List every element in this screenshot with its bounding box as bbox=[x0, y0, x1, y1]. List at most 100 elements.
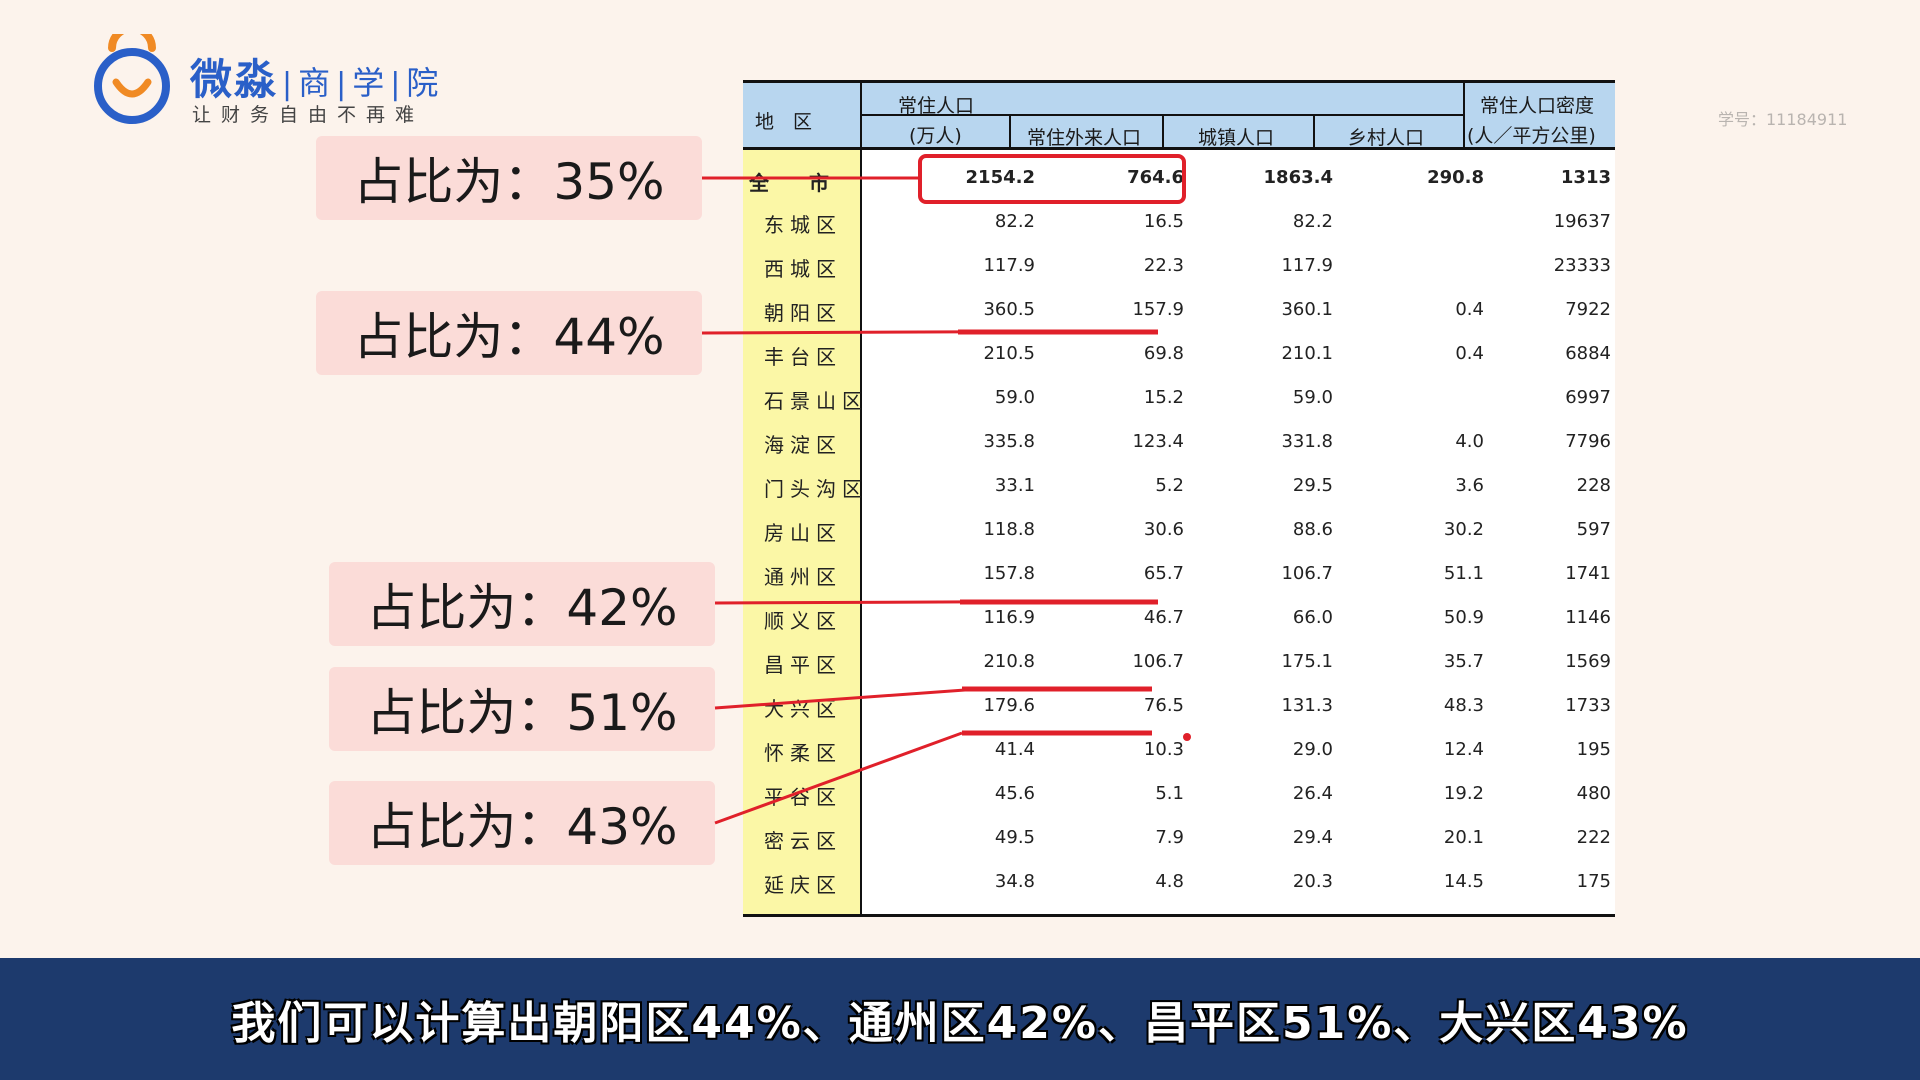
subtitle-bar: 我们可以计算出朝阳区44%、通州区42%、昌平区51%、大兴区43% bbox=[0, 958, 1920, 1080]
resident-cell: 45.6 bbox=[994, 783, 1035, 804]
density-cell: 1313 bbox=[1560, 167, 1611, 188]
resident-cell: 335.8 bbox=[983, 431, 1035, 452]
rural-cell: 0.4 bbox=[1455, 299, 1484, 320]
migrant-cell: 4.8 bbox=[1155, 871, 1184, 892]
column-divider bbox=[1009, 115, 1011, 150]
region-cell: 朝阳区 bbox=[764, 301, 842, 325]
subtitle-text: 我们可以计算出朝阳区44%、通州区42%、昌平区51%、大兴区43% bbox=[231, 998, 1689, 1049]
table-row: 房山区 118.8 30.6 88.6 30.2 597 bbox=[743, 507, 1615, 551]
density-cell: 480 bbox=[1576, 783, 1611, 804]
resident-cell: 33.1 bbox=[994, 475, 1035, 496]
resident-cell: 360.5 bbox=[983, 299, 1035, 320]
brand-slogan: 让财务自由不再难 bbox=[192, 104, 425, 126]
region-cell: 海淀区 bbox=[764, 433, 842, 457]
migrant-cell: 5.2 bbox=[1155, 475, 1184, 496]
resident-cell: 41.4 bbox=[994, 739, 1035, 760]
density-cell: 597 bbox=[1576, 519, 1611, 540]
rural-cell: 51.1 bbox=[1443, 563, 1484, 584]
migrant-cell: 69.8 bbox=[1143, 343, 1184, 364]
urban-cell: 210.1 bbox=[1281, 343, 1333, 364]
table-row: 东城区 82.2 16.5 82.2 19637 bbox=[743, 199, 1615, 243]
density-cell: 1733 bbox=[1565, 695, 1611, 716]
density-cell: 195 bbox=[1576, 739, 1611, 760]
table-row: 西城区 117.9 22.3 117.9 23333 bbox=[743, 243, 1615, 287]
urban-cell: 131.3 bbox=[1281, 695, 1333, 716]
pen-dot bbox=[1183, 733, 1191, 741]
region-cell: 丰台区 bbox=[764, 345, 842, 369]
table-bottom-rule bbox=[743, 914, 1615, 917]
column-divider bbox=[1313, 115, 1315, 150]
total-highlight-box bbox=[918, 154, 1186, 204]
resident-cell: 82.2 bbox=[994, 211, 1035, 232]
region-column-fill bbox=[743, 150, 860, 917]
rural-cell: 3.6 bbox=[1455, 475, 1484, 496]
region-cell: 怀柔区 bbox=[764, 741, 842, 765]
region-cell: 门头沟区 bbox=[764, 477, 868, 501]
brand-name: 微淼 | 商 | 学 | 院 bbox=[190, 55, 441, 104]
header-migrant: 常住外来人口 bbox=[1027, 127, 1142, 149]
region-cell: 延庆区 bbox=[764, 873, 842, 897]
density-cell: 175 bbox=[1576, 871, 1611, 892]
density-cell: 23333 bbox=[1553, 255, 1611, 276]
callout-35: 占比为：35% bbox=[316, 136, 702, 220]
table-row: 顺义区 116.9 46.7 66.0 50.9 1146 bbox=[743, 595, 1615, 639]
urban-cell: 117.9 bbox=[1281, 255, 1333, 276]
urban-cell: 175.1 bbox=[1281, 651, 1333, 672]
urban-cell: 59.0 bbox=[1292, 387, 1333, 408]
urban-cell: 29.0 bbox=[1292, 739, 1333, 760]
density-cell: 7796 bbox=[1565, 431, 1611, 452]
connector-line-43 bbox=[714, 731, 963, 825]
rural-cell: 20.1 bbox=[1443, 827, 1484, 848]
table-row: 密云区 49.5 7.9 29.4 20.1 222 bbox=[743, 815, 1615, 859]
density-cell: 1741 bbox=[1565, 563, 1611, 584]
brand-name-part: 院 bbox=[406, 64, 441, 102]
urban-cell: 20.3 bbox=[1292, 871, 1333, 892]
resident-cell: 34.8 bbox=[994, 871, 1035, 892]
migrant-cell: 10.3 bbox=[1143, 739, 1184, 760]
rural-cell: 19.2 bbox=[1443, 783, 1484, 804]
migrant-cell: 764.6 bbox=[1127, 167, 1184, 188]
resident-cell: 210.8 bbox=[983, 651, 1035, 672]
region-cell: 密云区 bbox=[764, 829, 842, 853]
rural-cell: 35.7 bbox=[1443, 651, 1484, 672]
table-row: 昌平区 210.8 106.7 175.1 35.7 1569 bbox=[743, 639, 1615, 683]
column-divider bbox=[1162, 115, 1164, 150]
urban-cell: 82.2 bbox=[1292, 211, 1333, 232]
urban-cell: 331.8 bbox=[1281, 431, 1333, 452]
resident-cell: 117.9 bbox=[983, 255, 1035, 276]
region-cell: 西城区 bbox=[764, 257, 842, 281]
resident-cell: 59.0 bbox=[994, 387, 1035, 408]
population-table: 地 区 常住人口 (万人) 常住外来人口 城镇人口 乡村人口 常住人口密度 (人… bbox=[743, 80, 1615, 917]
migrant-cell: 5.1 bbox=[1155, 783, 1184, 804]
region-cell: 通州区 bbox=[764, 565, 842, 589]
header-density: 常住人口密度 bbox=[1480, 95, 1595, 117]
migrant-cell: 123.4 bbox=[1132, 431, 1184, 452]
header-urban: 城镇人口 bbox=[1198, 127, 1275, 149]
region-cell: 全市 bbox=[749, 171, 869, 195]
urban-cell: 29.5 bbox=[1292, 475, 1333, 496]
table-row: 石景山区 59.0 15.2 59.0 6997 bbox=[743, 375, 1615, 419]
urban-cell: 1863.4 bbox=[1263, 167, 1333, 188]
urban-cell: 66.0 bbox=[1292, 607, 1333, 628]
callout-42: 占比为：42% bbox=[329, 562, 715, 646]
urban-cell: 88.6 bbox=[1292, 519, 1333, 540]
resident-cell: 210.5 bbox=[983, 343, 1035, 364]
region-cell: 石景山区 bbox=[764, 389, 868, 413]
rural-cell: 290.8 bbox=[1427, 167, 1484, 188]
brand-logo: 微淼 | 商 | 学 | 院 让财务自由不再难 bbox=[90, 34, 450, 134]
table-row: 朝阳区 360.5 157.9 360.1 0.4 7922 bbox=[743, 287, 1615, 331]
migrant-cell: 15.2 bbox=[1143, 387, 1184, 408]
rural-cell: 4.0 bbox=[1455, 431, 1484, 452]
resident-cell: 116.9 bbox=[983, 607, 1035, 628]
rural-cell: 12.4 bbox=[1443, 739, 1484, 760]
connector-line-51 bbox=[714, 688, 966, 710]
migrant-cell: 76.5 bbox=[1143, 695, 1184, 716]
column-divider bbox=[1463, 80, 1465, 150]
resident-cell: 2154.2 bbox=[965, 167, 1035, 188]
region-cell: 东城区 bbox=[764, 213, 842, 237]
urban-cell: 106.7 bbox=[1281, 563, 1333, 584]
region-cell: 房山区 bbox=[764, 521, 842, 545]
table-row-total: 全市 2154.2 764.6 1863.4 290.8 1313 bbox=[743, 155, 1615, 199]
urban-cell: 29.4 bbox=[1292, 827, 1333, 848]
